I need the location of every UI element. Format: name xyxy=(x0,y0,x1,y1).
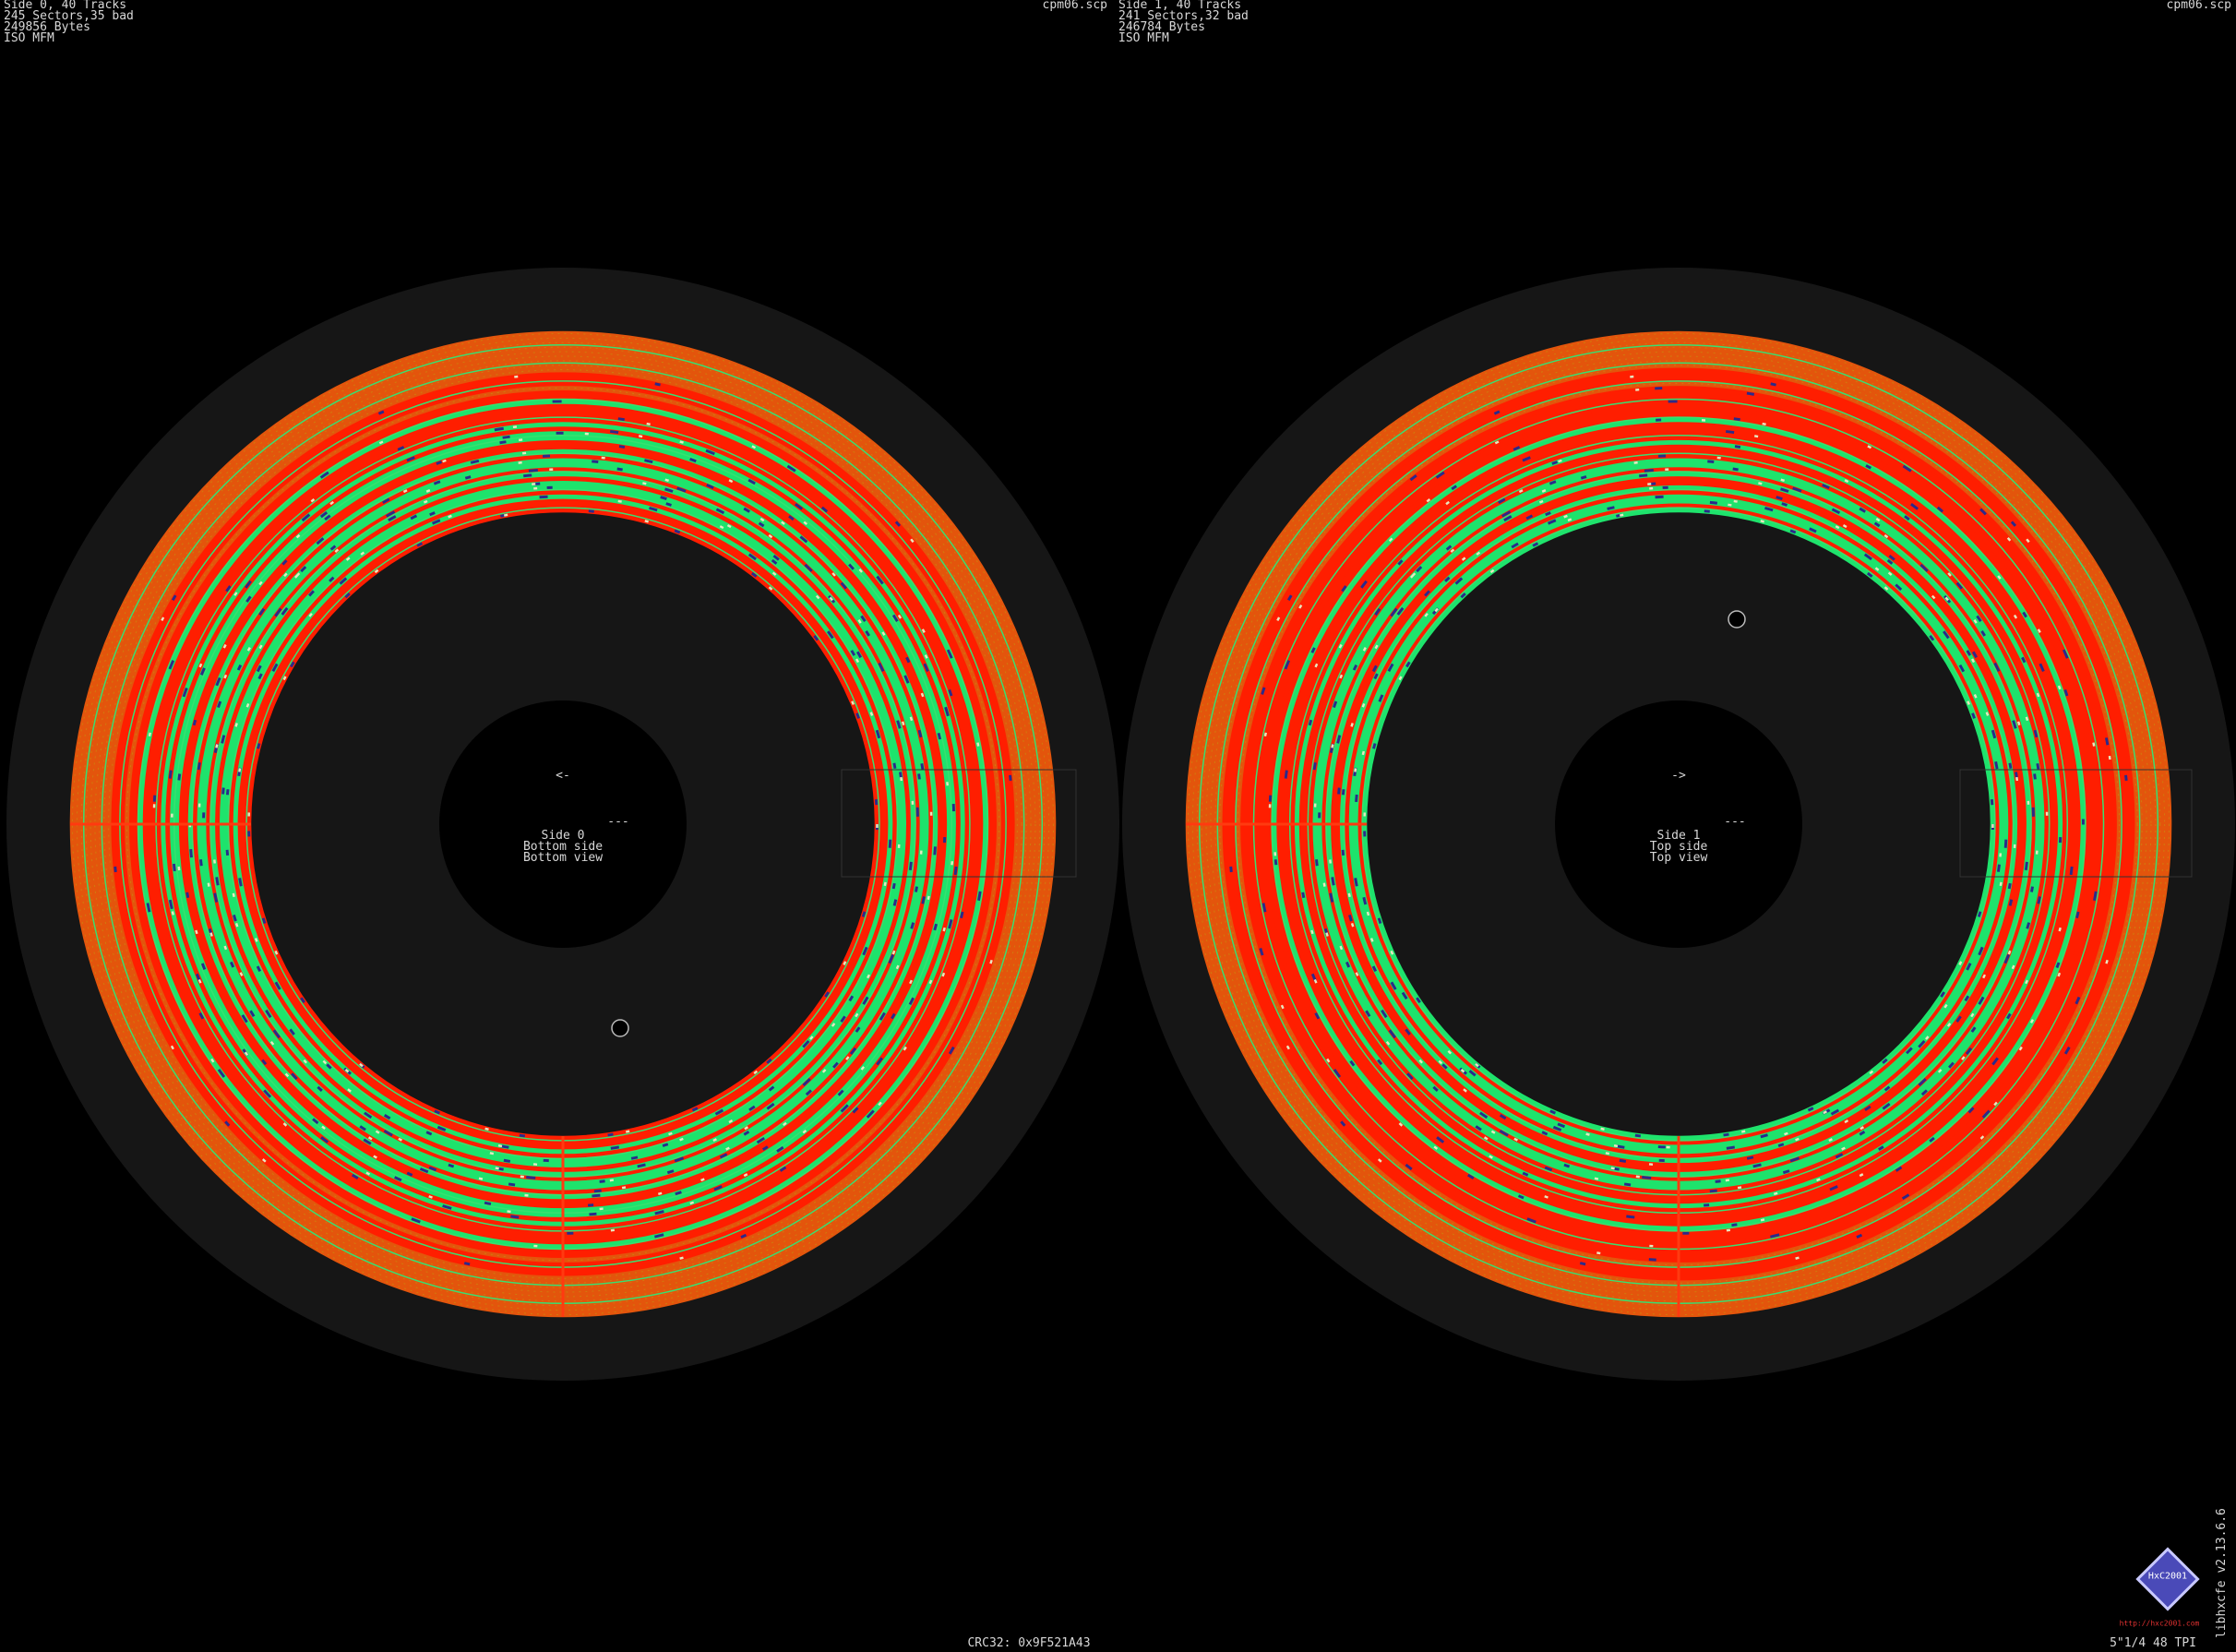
info-line: Side 1, 40 Tracks xyxy=(1118,0,1241,12)
logo-diamond xyxy=(2135,1547,2200,1611)
sector-marks xyxy=(1313,459,2044,1190)
sector-marks xyxy=(138,400,987,1249)
info-line: ISO MFM xyxy=(4,31,54,45)
sector-marks xyxy=(211,473,915,1176)
file-name: cpm06.scp xyxy=(2167,0,2232,12)
sector-marks xyxy=(1295,440,2063,1208)
track-texture xyxy=(1214,360,2143,1288)
sector-marks xyxy=(174,436,951,1213)
sector-marks xyxy=(161,423,964,1226)
sector-marks xyxy=(174,436,951,1213)
sector-marks xyxy=(1227,373,2130,1275)
separator: --- xyxy=(1724,815,1745,829)
sector-marks xyxy=(171,432,955,1216)
sector-marks xyxy=(1318,463,2039,1185)
info-line: Side 0, 40 Tracks xyxy=(4,0,126,12)
sector-marks xyxy=(1354,499,2003,1149)
separator: --- xyxy=(607,815,628,829)
track-texture xyxy=(99,360,1027,1288)
sector-marks xyxy=(1254,400,2103,1249)
sector-marks xyxy=(1340,485,2017,1163)
side-label: Bottom side xyxy=(523,840,603,854)
sector-marks xyxy=(1281,426,2076,1222)
sector-marks xyxy=(1241,387,2116,1262)
track-texture xyxy=(94,355,1032,1293)
direction-arrow: <- xyxy=(556,769,570,783)
info-line: 246784 Bytes xyxy=(1118,20,1205,34)
sector-marks xyxy=(112,373,1014,1275)
logo-url: http://hxc2001.com xyxy=(2120,1620,2200,1628)
sector-marks xyxy=(152,413,974,1235)
sector-marks xyxy=(1318,463,2039,1185)
sector-marks xyxy=(202,463,924,1185)
sector-marks xyxy=(220,481,906,1167)
text-layer: Side 0, 40 Tracks 245 Sectors,35 bad 249… xyxy=(4,0,2231,1650)
version: libhxcfe v2.13.6.6 xyxy=(2215,1508,2229,1638)
disk-side-1 xyxy=(1122,268,2235,1381)
sector-marks xyxy=(197,459,928,1190)
sector-marks xyxy=(233,495,892,1154)
sector-marks xyxy=(165,426,961,1222)
sector-marks xyxy=(1363,509,1994,1140)
track-texture xyxy=(108,369,1018,1279)
sector-marks xyxy=(206,467,920,1181)
sector-marks xyxy=(1309,454,2049,1194)
sector-marks xyxy=(1322,468,2035,1180)
sector-marks xyxy=(193,454,933,1194)
sector-marks xyxy=(1354,499,2003,1149)
sector-marks xyxy=(152,413,974,1235)
sector-marks xyxy=(1254,400,2103,1249)
track-texture xyxy=(1201,346,2157,1302)
side-label: Side 1 xyxy=(1657,829,1701,843)
info-line: ISO MFM xyxy=(1118,31,1169,45)
sector-marks xyxy=(1282,427,2075,1221)
track-texture xyxy=(90,351,1036,1298)
sector-marks xyxy=(1340,485,2017,1163)
sector-marks xyxy=(138,400,987,1249)
sector-marks xyxy=(247,509,879,1140)
crc: CRC32: 0x9F521A43 xyxy=(967,1636,1090,1650)
sector-marks xyxy=(202,463,924,1185)
sector-marks xyxy=(161,422,965,1227)
logo: HxC2001 http://hxc2001.com xyxy=(2120,1547,2200,1628)
info-line: 249856 Bytes xyxy=(4,20,90,34)
sector-marks xyxy=(166,427,960,1221)
index-hole xyxy=(611,1019,629,1037)
disk-side-0 xyxy=(6,268,1119,1381)
sector-marks xyxy=(179,440,947,1208)
track-texture xyxy=(1210,355,2147,1293)
sector-marks xyxy=(1295,440,2063,1208)
side-label: Top view xyxy=(1650,851,1708,865)
track-texture xyxy=(85,346,1041,1302)
info-line: 241 Sectors,32 bad xyxy=(1118,9,1249,23)
sector-marks xyxy=(179,440,947,1208)
sector-marks xyxy=(1326,472,2031,1177)
direction-arrow: -> xyxy=(1671,769,1686,783)
logo-text: HxC2001 xyxy=(2148,1571,2187,1581)
sector-marks xyxy=(1335,481,2022,1167)
sector-marks xyxy=(1327,473,2030,1176)
head-window xyxy=(1959,769,2193,878)
sector-marks xyxy=(224,485,902,1163)
side-label: Top side xyxy=(1650,840,1708,854)
sector-marks xyxy=(188,449,938,1199)
sector-marks xyxy=(112,373,1014,1275)
info-line: 245 Sectors,35 bad xyxy=(4,9,134,23)
sector-marks xyxy=(193,454,933,1194)
sector-marks xyxy=(224,485,902,1163)
sector-marks xyxy=(197,459,928,1190)
hub xyxy=(439,700,687,948)
sector-marks xyxy=(1313,459,2044,1190)
side-label: Bottom view xyxy=(523,851,603,865)
index-hole xyxy=(1728,610,1746,628)
sector-marks xyxy=(220,481,906,1167)
file-name: cpm06.scp xyxy=(1043,0,1108,12)
head-window xyxy=(841,769,1077,878)
side-label: Side 0 xyxy=(542,829,585,843)
format: 5"1/4 48 TPI xyxy=(2110,1636,2196,1650)
sector-marks xyxy=(170,431,956,1217)
hub xyxy=(1555,700,1802,948)
sector-marks xyxy=(188,449,938,1199)
